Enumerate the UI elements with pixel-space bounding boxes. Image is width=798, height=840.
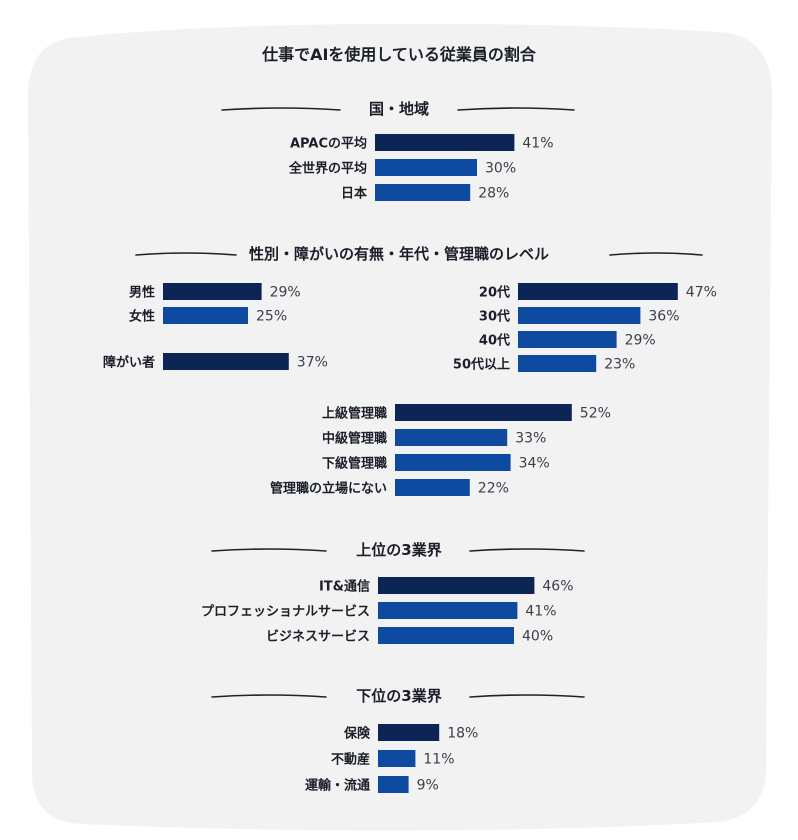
section-rule-right [609, 252, 703, 256]
section-rule-left [221, 107, 341, 111]
bar [163, 353, 289, 370]
value-label: 22% [478, 481, 509, 497]
section-rule-right [469, 548, 585, 552]
category-label: 全世界の平均 [288, 161, 367, 177]
bar [518, 331, 617, 348]
bar [395, 454, 511, 471]
section-heading: 国・地域 [369, 100, 429, 118]
value-label: 47% [686, 285, 717, 301]
category-label: APACの平均 [290, 136, 367, 152]
section-rule-left [211, 548, 327, 552]
bar [378, 627, 514, 644]
bar [518, 283, 678, 300]
bar [375, 184, 471, 201]
category-label: 男性 [129, 285, 155, 301]
category-label: 40代 [479, 333, 510, 349]
value-label: 52% [580, 406, 611, 422]
section-heading: 下位の3業界 [356, 687, 441, 705]
category-label: 日本 [341, 186, 367, 202]
category-label: 30代 [479, 309, 510, 325]
category-label: 管理職の立場にない [270, 481, 387, 497]
category-label: プロフェッショナルサービス [201, 604, 370, 620]
section-rule-left [211, 694, 327, 698]
value-label: 41% [525, 604, 556, 620]
section-heading: 上位の3業界 [356, 541, 441, 559]
value-label: 41% [522, 136, 553, 152]
value-label: 9% [417, 778, 439, 794]
category-label: 不動産 [331, 752, 370, 768]
bar [395, 479, 470, 496]
bar [518, 307, 641, 324]
category-label: 20代 [479, 285, 510, 301]
section-rule-left [135, 252, 237, 256]
category-label: IT&通信 [319, 579, 370, 595]
bar [375, 159, 477, 176]
category-label: 上級管理職 [322, 406, 387, 422]
bar [395, 429, 508, 446]
category-label: 下級管理職 [322, 456, 387, 472]
value-label: 46% [542, 579, 573, 595]
value-label: 23% [604, 357, 635, 373]
bar [378, 602, 518, 619]
bar [395, 404, 572, 421]
bar [378, 577, 535, 594]
section-rule-right [457, 107, 575, 111]
chart-background-panel [28, 23, 772, 831]
category-label: ビジネスサービス [266, 629, 370, 645]
bar [163, 283, 262, 300]
bar [378, 750, 416, 767]
category-label: 保険 [343, 726, 371, 742]
chart-title: 仕事でAIを使用している従業員の割合 [261, 45, 537, 64]
category-label: 中級管理職 [322, 431, 387, 447]
bar [378, 724, 440, 741]
bar [378, 776, 409, 793]
value-label: 30% [485, 161, 516, 177]
category-label: 女性 [129, 309, 155, 325]
category-label: 50代以上 [453, 357, 510, 373]
section-rule-right [469, 694, 585, 698]
bar [375, 134, 515, 151]
value-label: 29% [625, 333, 656, 349]
bar [163, 307, 248, 324]
category-label: 障がい者 [103, 355, 155, 371]
bar [518, 355, 597, 372]
chart-content: 国・地域 APACの平均 41% 全世界の平均 30% 日本 28% 性別・障がいの有無・年代… [103, 100, 717, 794]
value-label: 18% [447, 726, 478, 742]
category-label: 運輸・流通 [305, 778, 370, 794]
value-label: 36% [648, 309, 679, 325]
value-label: 25% [256, 309, 287, 325]
value-label: 34% [519, 456, 550, 472]
value-label: 28% [478, 186, 509, 202]
value-label: 11% [423, 752, 454, 768]
value-label: 33% [515, 431, 546, 447]
value-label: 40% [522, 629, 553, 645]
value-label: 37% [297, 355, 328, 371]
value-label: 29% [270, 285, 301, 301]
section-heading: 性別・障がいの有無・年代・管理職のレベル [249, 245, 549, 263]
